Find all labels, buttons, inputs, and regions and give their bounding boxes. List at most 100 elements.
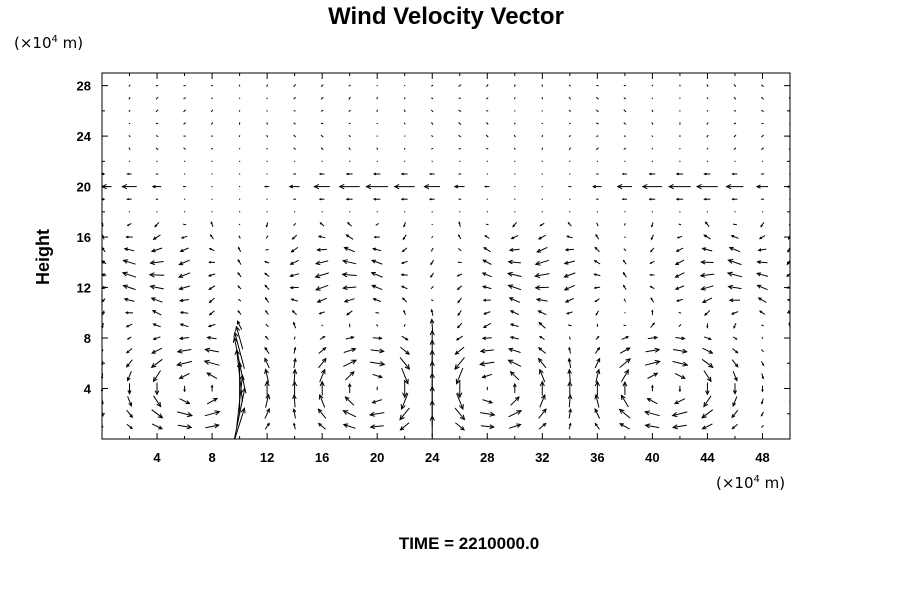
wind-arrow xyxy=(292,321,297,329)
wind-arrow xyxy=(457,310,462,316)
wind-arrow xyxy=(317,235,326,239)
wind-arrow xyxy=(399,422,410,431)
wind-arrow xyxy=(430,109,434,113)
wind-arrow xyxy=(152,234,161,240)
wind-arrow xyxy=(370,348,385,354)
wind-arrow xyxy=(320,84,324,87)
wind-arrow xyxy=(316,297,327,303)
wind-arrow xyxy=(758,235,766,240)
wind-arrow xyxy=(618,408,631,419)
wind-arrow xyxy=(128,84,131,87)
wind-arrow xyxy=(124,311,134,315)
wind-arrow xyxy=(123,297,135,302)
wind-arrow xyxy=(370,271,383,278)
wind-arrow xyxy=(264,357,270,369)
wind-arrow xyxy=(485,134,489,138)
wind-arrow xyxy=(428,198,435,201)
wind-arrow xyxy=(704,221,710,228)
wind-arrow xyxy=(343,298,355,303)
wind-arrow xyxy=(345,197,353,201)
wind-arrow xyxy=(403,323,406,327)
wind-arrow xyxy=(289,259,299,265)
wind-arrow xyxy=(400,393,409,411)
wind-arrow xyxy=(400,197,408,201)
wind-arrow xyxy=(429,272,435,278)
wind-arrow xyxy=(454,346,465,355)
wind-arrow xyxy=(183,122,186,125)
wind-arrow xyxy=(400,346,411,355)
wind-arrow xyxy=(513,84,516,87)
wind-arrow xyxy=(180,235,188,239)
wind-arrow xyxy=(123,247,135,252)
wind-arrow xyxy=(376,109,378,113)
wind-arrow xyxy=(183,385,186,393)
x-tick-label: 4 xyxy=(153,450,161,465)
wind-arrow xyxy=(651,147,654,150)
wind-arrow xyxy=(314,272,329,279)
wind-arrow xyxy=(568,147,572,151)
wind-arrow xyxy=(348,147,351,151)
wind-arrow xyxy=(290,298,298,302)
wind-arrow xyxy=(482,259,492,265)
wind-arrow xyxy=(619,347,631,354)
wind-arrow xyxy=(453,184,465,189)
wind-arrow xyxy=(400,285,408,290)
wind-arrow xyxy=(264,335,269,340)
wind-arrow xyxy=(345,371,355,381)
wind-arrow xyxy=(150,358,163,368)
x-tick-label: 36 xyxy=(590,450,604,465)
wind-arrow xyxy=(208,260,215,264)
wind-arrow xyxy=(208,285,216,291)
wind-arrow xyxy=(100,273,107,277)
wind-arrow xyxy=(183,109,187,113)
wind-arrow xyxy=(155,135,159,138)
wind-arrow xyxy=(512,221,517,228)
wind-arrow xyxy=(155,109,159,113)
wind-arrow xyxy=(732,348,739,354)
wind-arrow xyxy=(593,273,601,277)
wind-arrow xyxy=(264,346,270,354)
wind-arrow xyxy=(567,368,572,383)
wind-arrow xyxy=(596,135,599,137)
wind-arrow xyxy=(568,84,571,87)
wind-arrow xyxy=(204,410,221,417)
wind-arrow xyxy=(594,246,600,253)
wind-arrow xyxy=(733,147,737,150)
wind-arrow xyxy=(671,424,687,430)
wind-arrow xyxy=(757,248,767,252)
wind-arrow xyxy=(293,84,296,88)
wind-arrow xyxy=(596,122,599,125)
wind-arrow xyxy=(149,260,164,266)
wind-arrow xyxy=(152,323,161,328)
y-tick-label: 20 xyxy=(77,180,91,195)
wind-arrow xyxy=(208,247,215,252)
wind-arrow xyxy=(232,336,246,389)
wind-arrow xyxy=(594,380,600,396)
wind-arrow xyxy=(727,259,742,266)
wind-arrow xyxy=(733,322,737,329)
wind-arrow xyxy=(457,297,462,304)
wind-arrow xyxy=(343,246,355,253)
wind-arrow xyxy=(725,183,744,190)
vector-field xyxy=(100,84,791,440)
wind-arrow xyxy=(430,308,434,316)
wind-arrow xyxy=(265,309,269,315)
wind-arrow xyxy=(237,259,242,265)
wind-arrow xyxy=(485,122,489,125)
wind-arrow xyxy=(649,285,655,290)
wind-arrow xyxy=(292,368,298,383)
wind-arrow xyxy=(127,383,132,395)
wind-arrow xyxy=(455,422,465,431)
wind-arrow xyxy=(621,198,627,201)
wind-arrow xyxy=(508,247,520,252)
wind-arrow xyxy=(346,310,353,316)
wind-arrow xyxy=(126,198,132,201)
wind-arrow xyxy=(264,407,270,419)
wind-arrow xyxy=(454,357,465,370)
wind-arrow xyxy=(345,234,354,240)
wind-arrow xyxy=(674,259,685,266)
wind-arrow xyxy=(458,109,462,113)
wind-arrow xyxy=(319,335,326,340)
wind-arrow xyxy=(342,410,357,418)
